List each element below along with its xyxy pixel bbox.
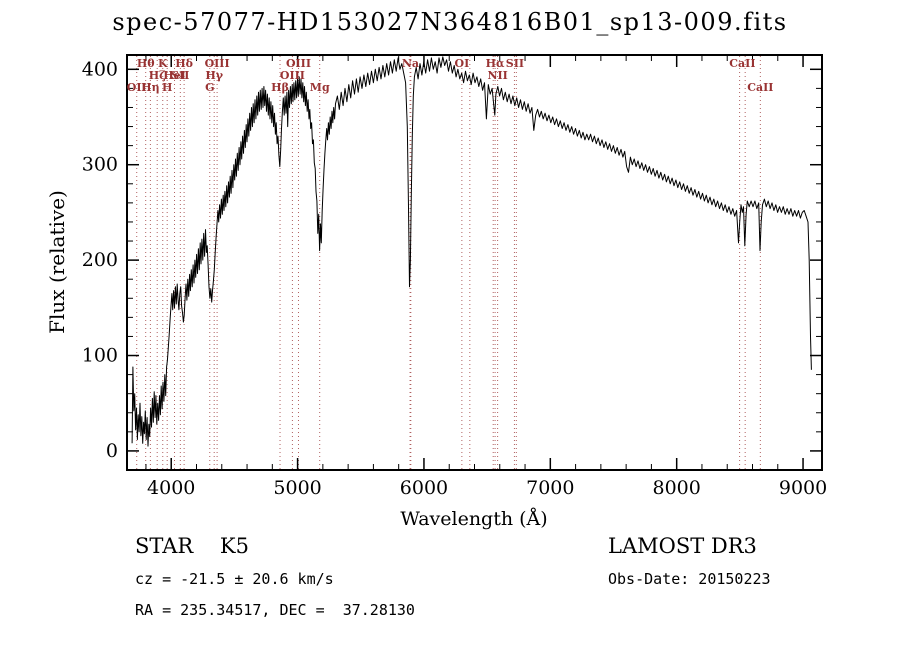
svg-text:200: 200 [82,249,118,271]
axes-frame: 4000 5000 6000 7000 8000 9000 0 100 200 300 400 [82,54,827,499]
svg-text:CaII: CaII [747,81,773,94]
svg-text:H: H [162,81,172,94]
svg-text:K: K [158,57,168,70]
x-axis-label: Wavelength (Å) [400,508,548,530]
plot-title: spec-57077-HD153027N364816B01_sp13-009.f… [112,8,788,36]
svg-text:SII: SII [171,69,189,82]
spectrum-line [131,56,812,447]
svg-text:Hγ: Hγ [205,69,223,82]
svg-text:Mg: Mg [310,81,330,94]
svg-text:400: 400 [82,58,118,80]
svg-text:Hθ: Hθ [137,57,155,70]
svg-text:Hδ: Hδ [175,57,193,70]
svg-text:OIII: OIII [280,69,305,82]
obs-date-value: Obs-Date: 20150223 [608,570,771,588]
svg-text:Na: Na [402,57,419,70]
svg-text:OIII: OIII [286,57,311,70]
svg-text:6000: 6000 [400,477,448,499]
svg-text:OIII: OIII [205,57,230,70]
object-class-label: STAR K5 [135,534,249,558]
svg-text:0: 0 [106,440,118,462]
svg-text:Hα: Hα [486,57,505,70]
svg-text:7000: 7000 [526,477,574,499]
svg-text:4000: 4000 [147,477,195,499]
survey-label: LAMOST DR3 [608,534,757,558]
svg-text:OII: OII [127,81,147,94]
svg-text:NII: NII [487,69,507,82]
svg-text:300: 300 [82,154,118,176]
cz-value: cz = -21.5 ± 20.6 km/s [135,570,334,588]
svg-text:HeI: HeI [163,69,186,82]
svg-text:Hβ: Hβ [271,81,289,94]
svg-text:9000: 9000 [779,477,827,499]
svg-text:G: G [205,81,214,94]
svg-text:8000: 8000 [653,477,701,499]
svg-text:Hη: Hη [141,81,159,94]
svg-text:100: 100 [82,345,118,367]
svg-text:Hζ: Hζ [149,69,166,82]
svg-text:5000: 5000 [273,477,321,499]
spectral-feature-lines [136,56,761,469]
ra-dec-value: RA = 235.34517, DEC = 37.28130 [135,601,415,619]
svg-text:SII: SII [506,57,524,70]
svg-text:CaII: CaII [729,57,755,70]
svg-text:OI: OI [454,57,469,70]
